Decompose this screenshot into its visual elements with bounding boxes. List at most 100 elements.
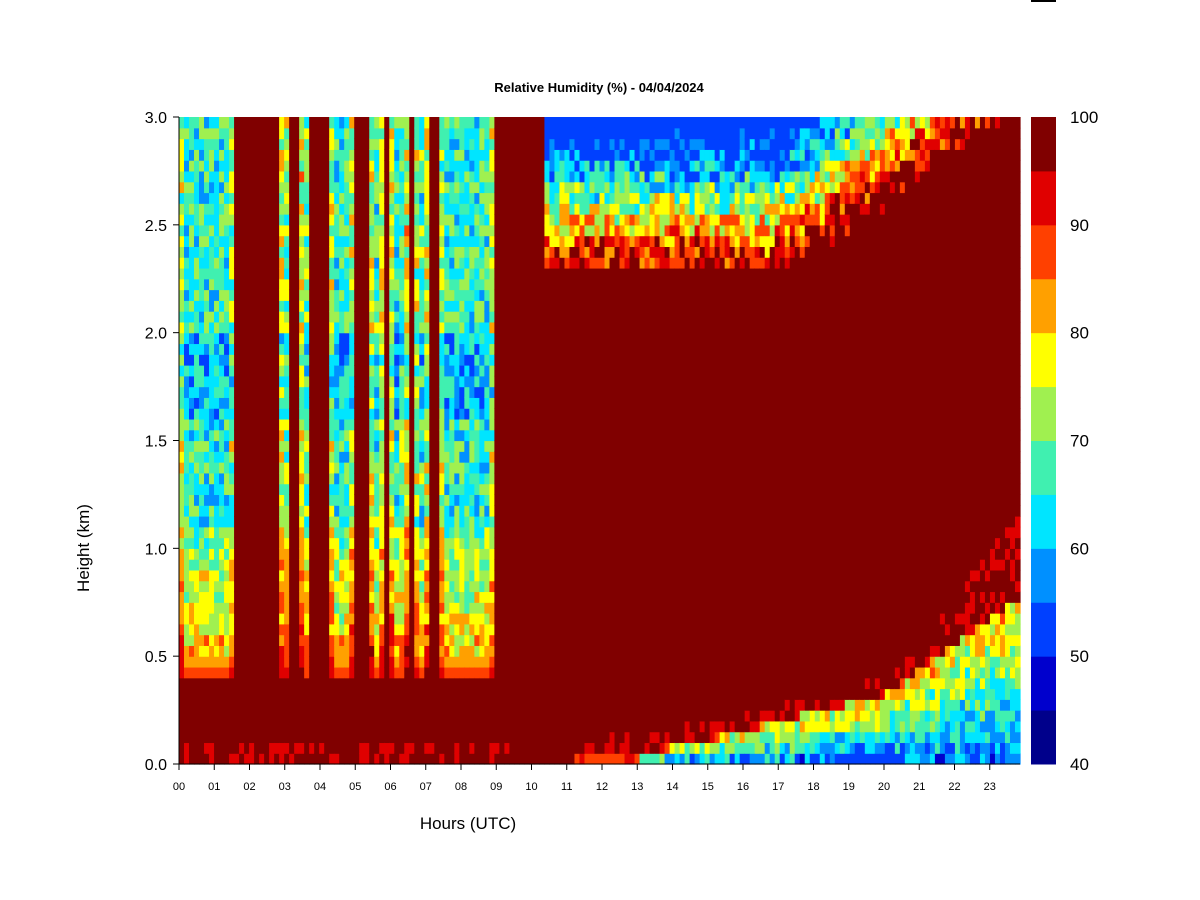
heatmap-cell: [234, 418, 240, 431]
heatmap-cell: [449, 343, 455, 355]
heatmap-cell: [384, 117, 390, 129]
heatmap-cell: [434, 354, 440, 366]
heatmap-cell: [534, 224, 541, 237]
heatmap-cell: [339, 742, 345, 754]
heatmap-cell: [469, 375, 475, 388]
heatmap-cell: [289, 289, 295, 301]
heatmap-cell: [479, 634, 485, 646]
heatmap-cell: [539, 505, 546, 517]
heatmap-cell: [564, 559, 571, 571]
heatmap-cell: [389, 548, 395, 560]
heatmap-cell: [594, 623, 601, 636]
heatmap-cell: [554, 515, 561, 528]
heatmap-cell: [434, 494, 440, 506]
heatmap-cell: [479, 526, 485, 539]
heatmap-cell: [564, 408, 571, 420]
heatmap-cell: [434, 569, 440, 582]
heatmap-cell: [539, 710, 546, 722]
heatmap-cell: [209, 666, 215, 679]
heatmap-cell: [534, 613, 541, 625]
heatmap-cell: [444, 634, 450, 646]
heatmap-cell: [379, 720, 385, 733]
heatmap-cell: [499, 181, 505, 194]
heatmap-cell: [194, 300, 200, 312]
heatmap-cell: [469, 699, 475, 711]
heatmap-cell: [459, 267, 465, 280]
heatmap-cell: [179, 375, 185, 388]
heatmap-cell: [534, 203, 541, 215]
heatmap-cell: [454, 289, 460, 301]
heatmap-cell: [534, 623, 541, 636]
heatmap-cell: [239, 462, 245, 474]
heatmap-cell: [469, 537, 475, 549]
heatmap-cell: [259, 138, 265, 150]
heatmap-cell: [354, 569, 360, 582]
heatmap-cell: [569, 224, 576, 237]
heatmap-cell: [539, 472, 546, 485]
heatmap-cell: [499, 548, 505, 560]
heatmap-cell: [539, 321, 546, 334]
heatmap-cell: [304, 677, 310, 690]
heatmap-cell: [254, 613, 260, 625]
heatmap-cell: [269, 418, 275, 431]
heatmap-cell: [269, 224, 275, 237]
heatmap-cell: [344, 559, 350, 571]
heatmap-cell: [589, 720, 596, 733]
heatmap-cell: [269, 559, 275, 571]
heatmap-cell: [429, 408, 435, 420]
heatmap-cell: [214, 472, 220, 485]
heatmap-cell: [359, 408, 365, 420]
heatmap-cell: [234, 666, 240, 679]
heatmap-cell: [304, 526, 310, 539]
heatmap-cell: [539, 613, 546, 625]
heatmap-cell: [324, 710, 330, 722]
heatmap-cell: [214, 365, 220, 377]
heatmap-cell: [354, 278, 360, 291]
heatmap-cell: [269, 386, 275, 398]
heatmap-cell: [534, 710, 541, 722]
heatmap-cell: [514, 160, 521, 172]
heatmap-cell: [269, 408, 275, 420]
heatmap-cell: [359, 569, 365, 582]
heatmap-cell: [334, 397, 340, 409]
heatmap-cell: [434, 526, 440, 539]
heatmap-cell: [329, 710, 335, 722]
heatmap-cell: [519, 548, 526, 560]
heatmap-cell: [539, 720, 546, 733]
heatmap-cell: [549, 246, 556, 258]
heatmap-cell: [234, 645, 240, 657]
heatmap-cell: [484, 753, 490, 765]
heatmap-cell: [284, 375, 290, 388]
heatmap-cell: [419, 214, 425, 226]
heatmap-cell: [344, 515, 350, 528]
heatmap-cell: [199, 397, 205, 409]
heatmap-cell: [419, 267, 425, 280]
heatmap-cell: [574, 278, 581, 291]
heatmap-cell: [519, 591, 526, 603]
heatmap-cell: [374, 623, 380, 636]
heatmap-cell: [334, 580, 340, 593]
heatmap-cell: [399, 224, 405, 237]
heatmap-cell: [344, 666, 350, 679]
heatmap-cell: [194, 483, 200, 496]
heatmap-cell: [499, 720, 505, 733]
heatmap-cell: [464, 343, 470, 355]
heatmap-cell: [374, 375, 380, 388]
heatmap-cell: [429, 677, 435, 690]
heatmap-cell: [359, 246, 365, 258]
heatmap-cell: [339, 181, 345, 194]
heatmap-cell: [224, 494, 230, 506]
heatmap-cell: [324, 645, 330, 657]
heatmap-cell: [429, 138, 435, 150]
heatmap-cell: [334, 138, 340, 150]
heatmap-cell: [589, 246, 596, 258]
heatmap-cell: [399, 343, 405, 355]
heatmap-cell: [469, 462, 475, 474]
heatmap-cell: [469, 311, 475, 323]
heatmap-cell: [539, 246, 546, 258]
heatmap-cell: [514, 408, 521, 420]
heatmap-cell: [569, 278, 576, 291]
heatmap-cell: [459, 192, 465, 204]
heatmap-cell: [364, 559, 370, 571]
heatmap-cell: [249, 515, 255, 528]
